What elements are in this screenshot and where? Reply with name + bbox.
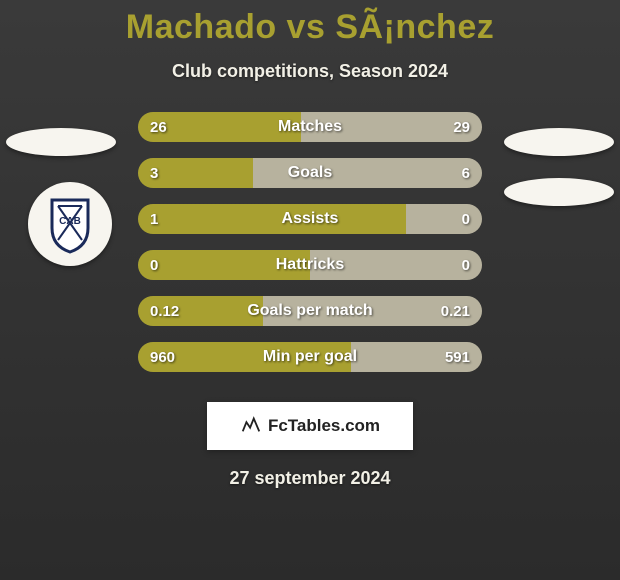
stat-row-goals-per-match: 0.120.21Goals per match xyxy=(138,296,482,326)
stat-bar-right xyxy=(263,296,482,326)
stat-bar-left xyxy=(138,296,263,326)
club-crest-left: CAB xyxy=(28,182,112,266)
stat-bar-right xyxy=(406,204,482,234)
stat-row-assists: 10Assists xyxy=(138,204,482,234)
brand-icon xyxy=(240,413,262,440)
stat-bar-left xyxy=(138,250,310,280)
page-subtitle: Club competitions, Season 2024 xyxy=(0,61,620,82)
page-title: Machado vs SÃ¡nchez xyxy=(0,0,620,47)
svg-text:CAB: CAB xyxy=(59,216,81,227)
stat-bar-left xyxy=(138,112,301,142)
stat-row-goals: 36Goals xyxy=(138,158,482,188)
stat-bar-right xyxy=(310,250,482,280)
snapshot-date: 27 september 2024 xyxy=(0,468,620,489)
stat-row-min-per-goal: 960591Min per goal xyxy=(138,342,482,372)
brand-box[interactable]: FcTables.com xyxy=(207,402,413,450)
stat-bar-left xyxy=(138,158,253,188)
stat-bar-right xyxy=(253,158,482,188)
stat-bar-left xyxy=(138,204,406,234)
stat-bar-left xyxy=(138,342,351,372)
stat-row-hattricks: 00Hattricks xyxy=(138,250,482,280)
brand-label: FcTables.com xyxy=(268,416,380,436)
stat-bar-right xyxy=(351,342,482,372)
player-right-badge-0 xyxy=(504,128,614,156)
stat-bars: 2629Matches 36Goals 10Assists 00Hattricks 0.… xyxy=(138,112,482,388)
player-left-badge xyxy=(6,128,116,156)
stat-row-matches: 2629Matches xyxy=(138,112,482,142)
player-right-badge-1 xyxy=(504,178,614,206)
stat-bar-right xyxy=(301,112,482,142)
comparison-card: Machado vs SÃ¡nchez Club competitions, S… xyxy=(0,0,620,580)
comparison-arena: CAB 2629Matches 36Goals 10Assists 00Hattric… xyxy=(0,112,620,392)
